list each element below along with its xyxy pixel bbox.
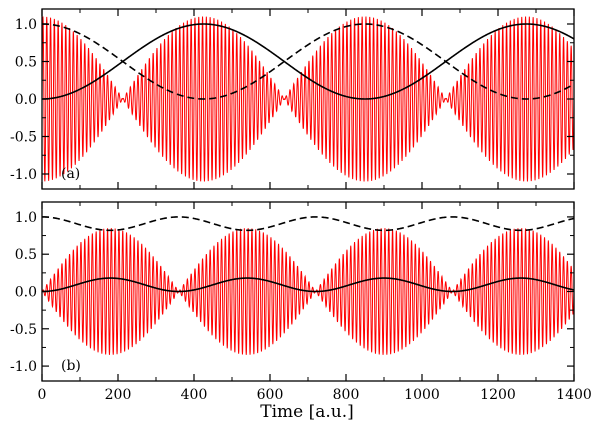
x-tick-label: 400 — [181, 387, 208, 403]
y-tick-label: -1.0 — [10, 167, 37, 183]
series-dashed-black — [42, 23, 574, 100]
y-tick-label: -0.5 — [10, 322, 37, 338]
y-tick-label: 0.5 — [15, 55, 37, 71]
y-tick-label: 1.0 — [15, 210, 37, 226]
series-red-oscillation — [42, 16, 574, 182]
x-tick-label: 800 — [333, 387, 360, 403]
panel-label: (a) — [61, 166, 80, 182]
x-axis-title: Time [a.u.] — [260, 402, 354, 422]
y-tick-label: 0.5 — [15, 247, 37, 263]
plot-area — [42, 216, 574, 355]
panel-a: -1.0 -0.5 0.0 0.5 1.0 (a) — [10, 8, 575, 190]
series-solid-black — [42, 23, 574, 100]
x-tick-label: 1200 — [480, 387, 516, 403]
series-dashed-black — [42, 216, 574, 232]
x-tick-label: 1000 — [404, 387, 440, 403]
series-solid-black — [42, 277, 574, 293]
panel-b: 0 200 400 600 800 1000 1200 1400 -1.0 -0.5 0.0 0.5 1… — [10, 201, 592, 403]
y-tick-label: -1.0 — [10, 359, 37, 375]
x-tick-label: 600 — [257, 387, 284, 403]
y-tick-label: -0.5 — [10, 130, 37, 146]
y-tick-label: 0.0 — [15, 92, 37, 108]
x-tick-label: 200 — [105, 387, 132, 403]
y-tick-label: 1.0 — [15, 17, 37, 33]
x-tick-label: 1400 — [556, 387, 592, 403]
panel-label: (b) — [61, 358, 81, 374]
x-tick-label: 0 — [38, 387, 47, 403]
y-tick-label: 0.0 — [15, 285, 37, 301]
plot-area — [42, 16, 574, 182]
